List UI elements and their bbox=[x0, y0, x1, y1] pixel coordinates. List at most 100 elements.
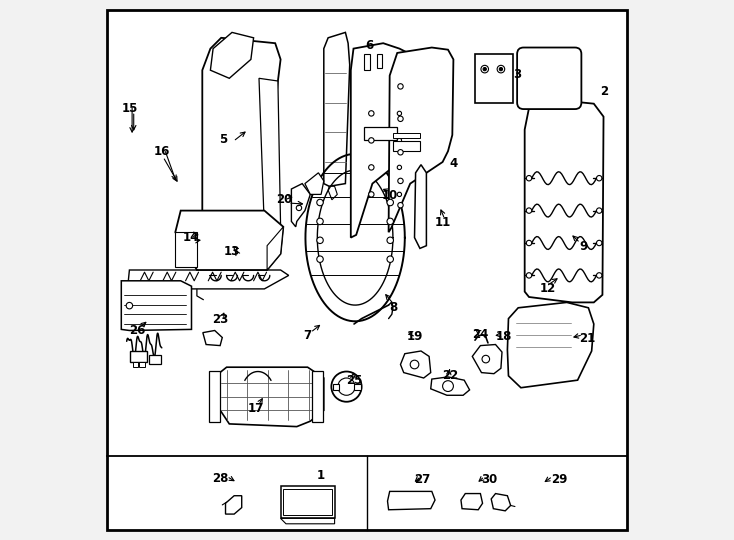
Text: 22: 22 bbox=[442, 369, 458, 382]
Text: 10: 10 bbox=[382, 189, 398, 202]
Text: 29: 29 bbox=[551, 473, 567, 486]
Circle shape bbox=[338, 378, 355, 395]
Bar bbox=[133, 362, 138, 367]
Circle shape bbox=[481, 65, 489, 73]
Circle shape bbox=[410, 360, 419, 369]
Bar bbox=[354, 384, 360, 390]
Text: 21: 21 bbox=[579, 332, 595, 345]
Polygon shape bbox=[491, 494, 511, 511]
Polygon shape bbox=[388, 48, 454, 232]
Circle shape bbox=[331, 372, 362, 402]
Bar bbox=[393, 141, 420, 151]
Bar bbox=[139, 362, 145, 367]
Circle shape bbox=[398, 178, 403, 184]
Circle shape bbox=[126, 302, 133, 309]
Polygon shape bbox=[203, 38, 280, 232]
Text: 8: 8 bbox=[389, 301, 397, 314]
Circle shape bbox=[368, 111, 374, 116]
Polygon shape bbox=[175, 232, 197, 267]
Polygon shape bbox=[259, 78, 280, 230]
Circle shape bbox=[526, 208, 531, 213]
Circle shape bbox=[398, 116, 403, 122]
Circle shape bbox=[397, 165, 401, 170]
Circle shape bbox=[398, 84, 403, 89]
Circle shape bbox=[526, 176, 531, 181]
Text: 9: 9 bbox=[579, 240, 587, 253]
Polygon shape bbox=[415, 165, 426, 248]
Text: 18: 18 bbox=[496, 330, 512, 343]
Polygon shape bbox=[351, 43, 410, 238]
Bar bbox=[280, 486, 335, 518]
Polygon shape bbox=[507, 302, 594, 388]
Polygon shape bbox=[203, 330, 222, 346]
Text: 6: 6 bbox=[366, 39, 374, 52]
Text: 20: 20 bbox=[276, 193, 292, 206]
Polygon shape bbox=[211, 32, 254, 78]
Circle shape bbox=[597, 273, 602, 278]
Polygon shape bbox=[121, 281, 192, 330]
Circle shape bbox=[297, 205, 302, 211]
Text: 13: 13 bbox=[224, 245, 240, 258]
Text: 27: 27 bbox=[414, 473, 430, 486]
Circle shape bbox=[597, 240, 602, 246]
Polygon shape bbox=[401, 351, 431, 378]
FancyBboxPatch shape bbox=[517, 48, 581, 109]
Text: 11: 11 bbox=[435, 216, 451, 229]
Circle shape bbox=[387, 256, 393, 262]
Polygon shape bbox=[388, 491, 435, 510]
Bar bbox=[475, 54, 513, 103]
Text: 16: 16 bbox=[153, 145, 170, 158]
Polygon shape bbox=[280, 518, 335, 524]
Circle shape bbox=[317, 199, 323, 206]
Text: 26: 26 bbox=[129, 324, 145, 337]
Circle shape bbox=[368, 138, 374, 143]
Bar bbox=[312, 371, 323, 422]
Polygon shape bbox=[225, 496, 241, 514]
Text: 30: 30 bbox=[481, 473, 497, 486]
Polygon shape bbox=[175, 211, 283, 270]
Text: 1: 1 bbox=[317, 469, 325, 482]
Bar bbox=[131, 351, 147, 362]
Circle shape bbox=[398, 150, 403, 155]
Bar bbox=[209, 371, 220, 422]
Bar bbox=[377, 54, 382, 68]
Circle shape bbox=[597, 176, 602, 181]
Text: 25: 25 bbox=[346, 374, 362, 387]
Circle shape bbox=[443, 381, 454, 392]
Text: 17: 17 bbox=[248, 402, 264, 415]
Circle shape bbox=[398, 202, 403, 208]
Text: 7: 7 bbox=[304, 329, 312, 342]
Text: 28: 28 bbox=[212, 472, 228, 485]
Bar bbox=[149, 355, 161, 364]
Circle shape bbox=[317, 256, 323, 262]
Circle shape bbox=[368, 165, 374, 170]
Text: 24: 24 bbox=[472, 328, 489, 341]
Circle shape bbox=[387, 218, 393, 225]
Text: 15: 15 bbox=[121, 102, 137, 114]
Polygon shape bbox=[431, 377, 470, 395]
Circle shape bbox=[317, 237, 323, 244]
Circle shape bbox=[526, 240, 531, 246]
Bar bbox=[333, 384, 339, 390]
Circle shape bbox=[387, 199, 393, 206]
Bar bbox=[283, 489, 332, 515]
Polygon shape bbox=[305, 173, 324, 194]
Text: 5: 5 bbox=[219, 133, 227, 146]
Text: 12: 12 bbox=[539, 282, 556, 295]
Text: 3: 3 bbox=[513, 68, 521, 81]
Text: 2: 2 bbox=[600, 85, 608, 98]
Polygon shape bbox=[324, 32, 349, 186]
Circle shape bbox=[483, 68, 487, 71]
Polygon shape bbox=[213, 367, 324, 427]
Circle shape bbox=[526, 273, 531, 278]
Circle shape bbox=[317, 218, 323, 225]
Text: 4: 4 bbox=[449, 157, 457, 170]
Circle shape bbox=[482, 355, 490, 363]
Circle shape bbox=[387, 237, 393, 244]
Circle shape bbox=[397, 192, 401, 197]
Polygon shape bbox=[291, 184, 310, 227]
Circle shape bbox=[397, 138, 401, 143]
Polygon shape bbox=[472, 345, 502, 374]
Bar bbox=[364, 54, 370, 70]
Circle shape bbox=[499, 68, 503, 71]
